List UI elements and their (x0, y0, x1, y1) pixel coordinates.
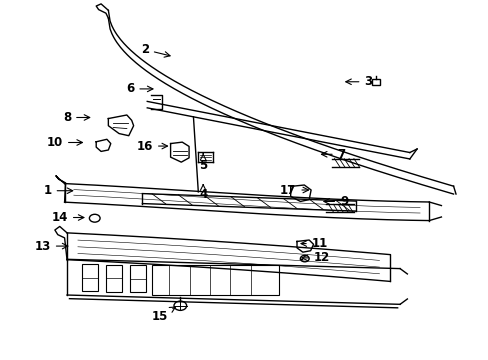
Text: 11: 11 (301, 237, 327, 250)
Text: 17: 17 (280, 184, 308, 197)
Bar (152, 265, 278, 294)
Bar (81, 264, 98, 291)
Text: 3: 3 (345, 75, 372, 88)
Text: 12: 12 (302, 251, 330, 264)
Text: 16: 16 (136, 140, 167, 153)
Bar (106, 265, 122, 292)
Text: 15: 15 (151, 307, 175, 323)
Text: 8: 8 (63, 111, 90, 124)
Text: 7: 7 (321, 148, 345, 161)
Text: 10: 10 (47, 136, 82, 149)
Text: 14: 14 (51, 211, 84, 224)
Text: 9: 9 (323, 195, 347, 208)
Text: 4: 4 (199, 185, 207, 201)
Text: 13: 13 (35, 240, 68, 253)
Bar (372, 79, 379, 85)
Text: 6: 6 (126, 82, 153, 95)
Bar (130, 265, 146, 292)
Text: 1: 1 (43, 184, 73, 197)
Text: 2: 2 (141, 43, 170, 57)
Text: 5: 5 (199, 154, 207, 172)
